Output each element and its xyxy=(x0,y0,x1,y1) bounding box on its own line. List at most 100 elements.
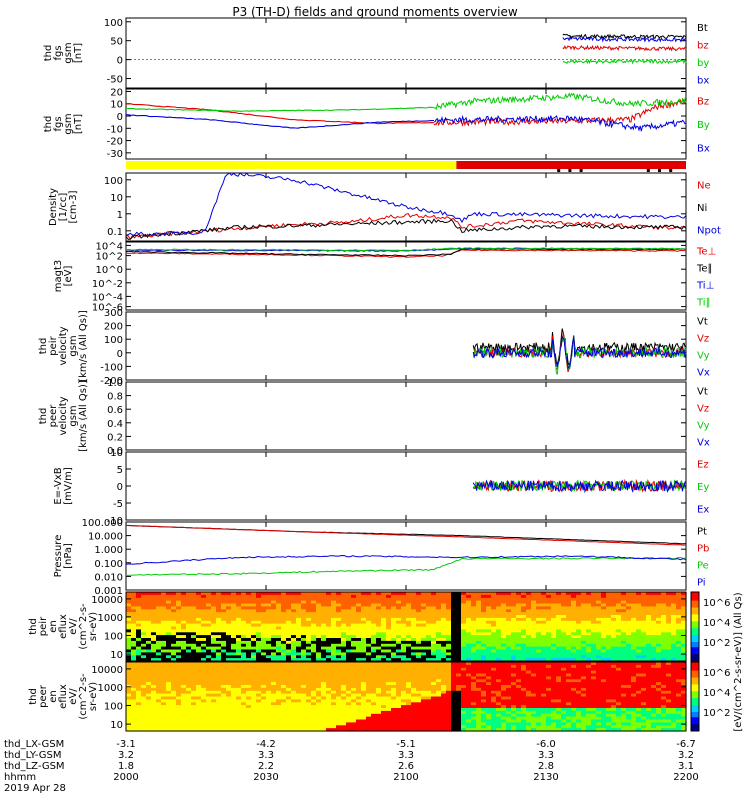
electron-spectrogram-cell xyxy=(421,676,427,680)
ion-spectrogram-cell xyxy=(576,655,582,659)
ion-spectrogram-cell xyxy=(581,609,587,613)
ion-spectrogram-cell xyxy=(406,638,412,642)
electron-spectrogram-cell xyxy=(351,693,357,698)
ion-spectrogram-cell xyxy=(461,597,467,602)
ion-spectrogram-cell xyxy=(376,606,382,610)
ion-spectrogram-cell xyxy=(446,632,452,636)
ion-spectrogram-cell xyxy=(511,606,517,610)
ion-spectrogram-cell xyxy=(186,600,192,605)
electron-spectrogram-cell xyxy=(326,682,332,686)
electron-spectrogram-cell xyxy=(486,722,492,726)
series-Ex xyxy=(472,479,687,494)
electron-spectrogram-cell xyxy=(196,685,202,689)
electron-spectrogram-cell xyxy=(436,662,442,666)
electron-spectrogram-cell xyxy=(146,705,152,709)
ion-spectrogram-cell xyxy=(466,594,472,599)
ion-spectrogram-cell xyxy=(641,658,647,662)
electron-spectrogram-cell xyxy=(281,664,287,669)
electron-spectrogram-cell xyxy=(431,670,437,675)
ion-spectrogram-cell xyxy=(616,606,622,610)
ion-spectrogram-cell xyxy=(256,606,262,610)
ion-spectrogram-cell xyxy=(406,600,412,605)
electron-spectrogram-cell xyxy=(206,702,212,706)
y-axis-label: [nT] xyxy=(73,114,84,134)
ion-spectrogram-cell xyxy=(566,592,572,596)
electron-spectrogram-cell xyxy=(521,670,527,675)
ion-spectrogram-cell xyxy=(426,603,432,607)
electron-spectrogram-cell xyxy=(481,685,487,689)
ion-spectrogram-cell xyxy=(196,612,202,616)
ion-spectrogram-cell xyxy=(326,615,332,619)
electron-spectrogram-cell xyxy=(471,708,477,712)
ion-spectrogram-cell xyxy=(626,643,632,648)
electron-spectrogram-cell xyxy=(176,705,182,709)
electron-spectrogram-cell xyxy=(266,682,272,686)
ion-spectrogram-cell xyxy=(591,623,597,628)
ion-spectrogram-cell xyxy=(556,606,562,610)
ion-spectrogram-cell xyxy=(341,626,347,630)
ion-spectrogram-cell xyxy=(676,609,682,613)
electron-spectrogram-cell xyxy=(446,728,452,732)
ion-spectrogram-cell xyxy=(511,615,517,619)
ion-spectrogram-cell xyxy=(471,620,477,625)
ion-spectrogram-cell xyxy=(346,635,352,639)
ion-spectrogram-cell xyxy=(271,620,277,625)
electron-spectrogram-cell xyxy=(281,696,287,700)
ion-spectrogram-cell xyxy=(556,603,562,607)
ion-spectrogram-cell xyxy=(166,629,172,633)
electron-spectrogram-cell xyxy=(471,696,477,700)
electron-spectrogram-cell xyxy=(241,673,247,677)
electron-spectrogram-cell xyxy=(356,699,362,703)
ion-spectrogram-cell xyxy=(431,612,437,616)
ion-spectrogram-cell xyxy=(286,603,292,607)
ion-spectrogram-cell xyxy=(601,652,607,656)
electron-spectrogram-cell xyxy=(161,716,167,721)
ion-spectrogram-cell xyxy=(486,638,492,642)
ion-spectrogram-cell xyxy=(541,646,547,651)
ion-spectrogram-cell xyxy=(441,646,447,651)
electron-spectrogram-cell xyxy=(171,670,177,675)
electron-spectrogram-cell xyxy=(216,725,222,729)
ion-spectrogram-cell xyxy=(531,594,537,599)
electron-spectrogram-cell xyxy=(386,673,392,677)
ion-spectrogram-cell xyxy=(476,609,482,613)
electron-spectrogram-cell xyxy=(256,676,262,680)
ion-spectrogram-cell xyxy=(146,620,152,625)
ion-spectrogram-cell xyxy=(386,617,392,622)
ion-spectrogram-cell xyxy=(161,597,167,602)
ion-spectrogram-cell xyxy=(536,626,542,630)
electron-spectrogram-cell xyxy=(141,679,147,683)
electron-spectrogram-cell xyxy=(461,722,467,726)
panel-fgs-gsm xyxy=(125,17,687,89)
ion-spectrogram-cell xyxy=(681,635,687,639)
electron-spectrogram-cell xyxy=(431,713,437,718)
electron-spectrogram-cell xyxy=(316,673,322,677)
ion-spectrogram-cell xyxy=(391,597,397,602)
electron-spectrogram-cell xyxy=(531,719,537,723)
ion-spectrogram-cell xyxy=(561,626,567,630)
electron-spectrogram-cell xyxy=(306,719,312,723)
electron-spectrogram-cell xyxy=(286,693,292,698)
ion-spectrogram-cell xyxy=(546,658,552,662)
ion-spectrogram-cell xyxy=(146,615,152,619)
ion-spectrogram-cell xyxy=(266,652,272,656)
ion-spectrogram-cell xyxy=(271,592,277,596)
ion-spectrogram-cell xyxy=(316,620,322,625)
ion-spectrogram-cell xyxy=(136,638,142,642)
ion-spectrogram-cell xyxy=(416,609,422,613)
y-tick-label: -100 xyxy=(100,362,123,373)
ion-spectrogram-cell xyxy=(166,646,172,651)
electron-spectrogram-cell xyxy=(341,702,347,706)
electron-spectrogram-cell xyxy=(336,705,342,709)
ion-spectrogram-cell xyxy=(656,606,662,610)
ion-spectrogram-cell xyxy=(241,646,247,651)
electron-spectrogram-cell xyxy=(186,702,192,706)
ion-spectrogram-cell xyxy=(266,609,272,613)
electron-spectrogram-cell xyxy=(266,702,272,706)
ion-spectrogram-cell xyxy=(596,646,602,651)
electron-spectrogram-cell xyxy=(211,676,217,680)
ion-spectrogram-cell xyxy=(396,606,402,610)
ion-spectrogram-cell xyxy=(316,635,322,639)
electron-spectrogram-cell xyxy=(331,728,337,732)
ion-spectrogram-cell xyxy=(136,658,142,662)
